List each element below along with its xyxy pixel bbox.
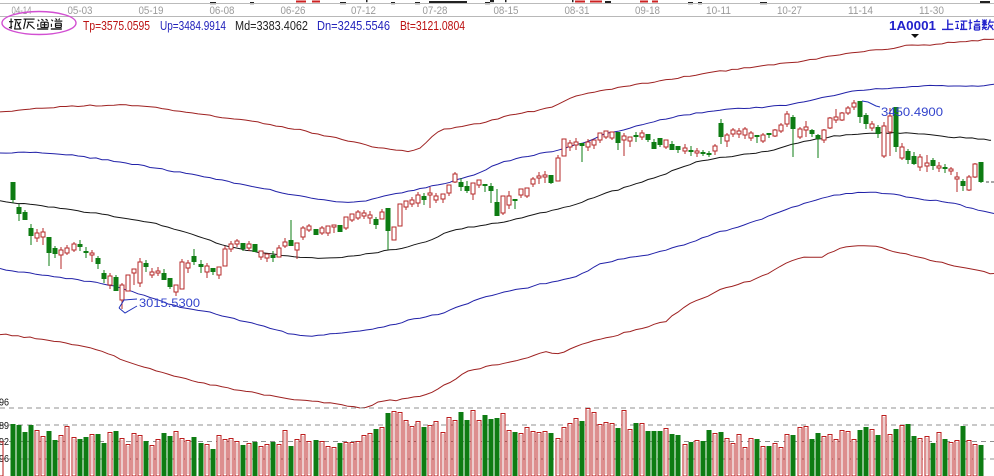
svg-text:07-28: 07-28 (423, 5, 448, 17)
svg-text:Dn=3245.5546: Dn=3245.5546 (317, 18, 390, 33)
svg-text:11-30: 11-30 (919, 5, 944, 17)
svg-text:96: 96 (0, 453, 9, 465)
svg-text:Bt=3121.0804: Bt=3121.0804 (400, 18, 465, 33)
svg-text:Md=3383.4062: Md=3383.4062 (235, 18, 308, 33)
svg-text:92: 92 (0, 436, 9, 448)
svg-text:3450.4900: 3450.4900 (881, 105, 943, 119)
svg-text:10-11: 10-11 (706, 5, 731, 17)
svg-text:Tp=3575.0595: Tp=3575.0595 (83, 18, 150, 33)
svg-text:1A0001: 1A0001 (889, 18, 936, 33)
svg-text:09-18: 09-18 (635, 5, 660, 17)
svg-text:Up=3484.9914: Up=3484.9914 (160, 18, 226, 33)
svg-text:07-12: 07-12 (351, 5, 376, 17)
svg-text:3015.5300: 3015.5300 (139, 296, 200, 310)
svg-text:11-14: 11-14 (848, 5, 873, 17)
svg-text:05-19: 05-19 (139, 5, 164, 17)
svg-text:05-03: 05-03 (68, 5, 93, 17)
svg-text:06-08: 06-08 (210, 5, 235, 17)
svg-text:08-15: 08-15 (494, 5, 519, 17)
svg-text:96: 96 (0, 397, 9, 409)
svg-text:06-26: 06-26 (281, 5, 306, 17)
svg-text:10-27: 10-27 (777, 5, 802, 17)
svg-text:89: 89 (0, 420, 9, 432)
svg-text:08-31: 08-31 (565, 5, 590, 17)
svg-text:04-14: 04-14 (12, 5, 32, 17)
